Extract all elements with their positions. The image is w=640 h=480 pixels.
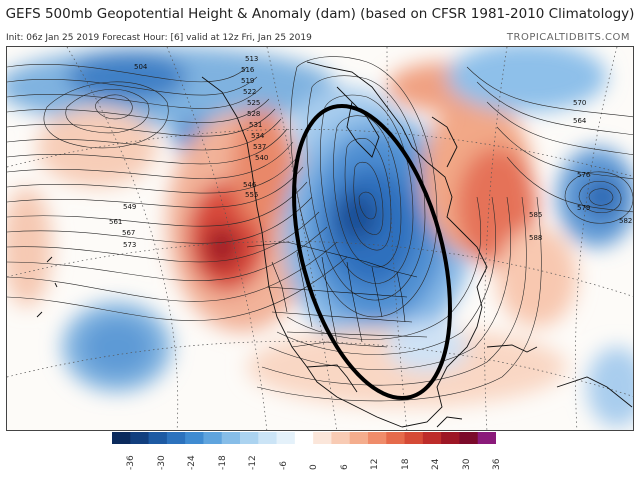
colorbar-tick-label: -24 xyxy=(187,455,197,470)
colorbar-tick-label: -6 xyxy=(278,461,289,470)
colorbar-swatch xyxy=(331,432,351,444)
height-label: 534 xyxy=(251,132,265,140)
colorbar-swatch xyxy=(349,432,369,444)
contour-labels: 504 513 516 519 522 525 528 531 534 537 … xyxy=(109,55,632,249)
colorbar-swatch xyxy=(404,432,424,444)
colorbar-swatch xyxy=(112,432,131,444)
height-label: 504 xyxy=(134,63,148,71)
height-label: 564 xyxy=(573,117,587,125)
height-label: 555 xyxy=(245,191,258,199)
colorbar-ticks: -36 -30 -24 -18 -12 -6 0 6 12 18 24 30 36 xyxy=(112,448,512,472)
map-canvas: 504 513 516 519 522 525 528 531 534 537 … xyxy=(7,47,633,430)
height-label: 582 xyxy=(619,217,632,225)
height-label: 567 xyxy=(122,229,135,237)
colorbar-swatch xyxy=(276,432,296,444)
colorbar-swatch xyxy=(313,432,332,444)
colorbar-tick-label: 30 xyxy=(461,458,472,470)
colorbar-tick-label: 12 xyxy=(370,458,380,470)
height-label: 537 xyxy=(253,143,266,151)
colorbar-swatch xyxy=(130,432,150,444)
height-label: 516 xyxy=(241,66,255,74)
height-label: 540 xyxy=(255,154,268,162)
source-credit: TROPICALTIDBITS.COM xyxy=(506,32,630,43)
colorbar xyxy=(112,432,496,444)
colorbar-tick-label: 6 xyxy=(339,464,350,470)
height-label: 579 xyxy=(577,204,590,212)
height-label: 513 xyxy=(245,55,258,63)
colorbar-tick-label: -18 xyxy=(217,455,228,470)
height-label: 585 xyxy=(529,211,542,219)
colorbar-swatch xyxy=(441,432,460,444)
colorbar-swatch xyxy=(422,432,442,444)
graticule xyxy=(7,47,633,430)
height-contours xyxy=(7,56,633,402)
height-label: 528 xyxy=(247,110,260,118)
colorbar-swatch xyxy=(240,432,259,444)
anomaly-shading xyxy=(7,47,633,427)
colorbar-tick-label: -36 xyxy=(126,455,136,470)
height-label: 576 xyxy=(577,171,591,179)
height-label: 522 xyxy=(243,88,256,96)
colorbar-swatch xyxy=(148,432,168,444)
colorbar-swatch xyxy=(221,432,241,444)
colorbar-tick-label: -30 xyxy=(156,455,167,470)
colorbar-swatch xyxy=(368,432,387,444)
colorbar-tick-label: -12 xyxy=(248,455,258,470)
colorbar-tick-label: 36 xyxy=(492,458,502,470)
height-label: 525 xyxy=(247,99,260,107)
colorbar-tick-label: 18 xyxy=(400,458,411,470)
height-label: 561 xyxy=(109,218,122,226)
colorbar-swatch xyxy=(386,432,406,444)
height-label: 546 xyxy=(243,181,257,189)
coastlines xyxy=(36,61,633,428)
colorbar-swatch xyxy=(294,432,314,444)
chart-title: GEFS 500mb Geopotential Height & Anomaly… xyxy=(5,6,635,22)
height-label: 531 xyxy=(249,121,262,129)
height-label: 588 xyxy=(529,234,542,242)
colorbar-swatch xyxy=(203,432,223,444)
height-label: 549 xyxy=(123,203,136,211)
height-label: 519 xyxy=(241,77,254,85)
borders xyxy=(246,241,428,348)
colorbar-tick-label: 24 xyxy=(431,458,441,470)
height-label: 570 xyxy=(573,99,586,107)
run-info: Init: 06z Jan 25 2019 Forecast Hour: [6]… xyxy=(6,33,312,43)
ellipse-highlight xyxy=(292,103,452,401)
height-label: 573 xyxy=(123,241,136,249)
colorbar-swatch xyxy=(166,432,186,444)
anomaly-map: 504 513 516 519 522 525 528 531 534 537 … xyxy=(6,46,634,431)
colorbar-swatch xyxy=(459,432,479,444)
colorbar-swatch xyxy=(477,432,496,444)
colorbar-swatch xyxy=(185,432,204,444)
colorbar-swatch xyxy=(258,432,278,444)
colorbar-tick-label: 0 xyxy=(309,464,319,470)
